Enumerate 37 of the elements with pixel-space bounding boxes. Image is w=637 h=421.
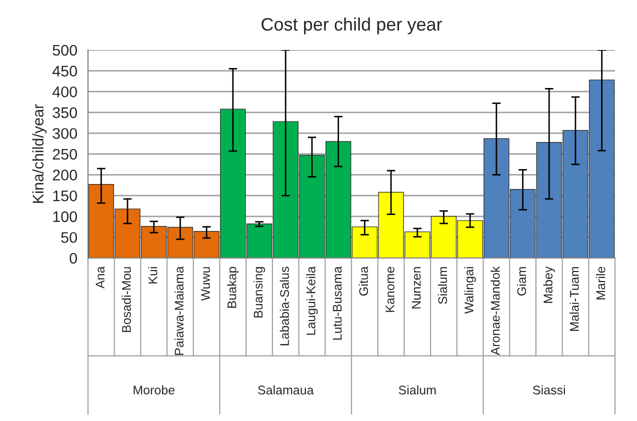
x-tick-label: Ana (96, 266, 105, 289)
x-tick-label: Mabey (543, 266, 555, 303)
y-tick-label: 200 (52, 170, 77, 180)
x-tick-label: Nunzen (412, 267, 421, 308)
y-tick-label: 500 (52, 44, 77, 56)
text: Sialum (398, 385, 436, 394)
x-tick-label: Marile (596, 266, 606, 300)
x-tick-label: Laugui-Keila (306, 266, 318, 335)
x-tick-label: Gitua (358, 266, 368, 296)
x-tick-label: Paiawa-Maiama (174, 266, 184, 355)
x-tick-label: Bosadi-Mou (122, 267, 131, 332)
chart-title: Cost per child per year (262, 17, 442, 34)
y-axis-title: Kina/child/year (32, 104, 47, 203)
y-tick-label: 150 (53, 190, 77, 202)
x-tick-label: Walingai (464, 267, 476, 314)
x-tick-label: Kanome (386, 266, 394, 312)
x-tick-label: Wuwu (201, 267, 210, 301)
text: Morobe (134, 385, 175, 394)
y-tick-label: 350 (52, 107, 77, 118)
text: Salamaua (258, 385, 314, 394)
text: Siassi (533, 385, 565, 394)
x-tick-label: Lutu-Busama (332, 266, 342, 340)
x-tick-label: Kui (148, 267, 158, 284)
x-tick-label: Sialum (438, 267, 448, 304)
x-tick-label: Buansing (253, 267, 266, 318)
x-tick-label: Giam (516, 267, 526, 296)
y-tick-label: 400 (52, 86, 77, 98)
y-tick-label: 0 (70, 252, 77, 264)
x-tick-label: Malai-Tuam (570, 267, 579, 331)
x-tick-label: Buakap (227, 266, 239, 308)
x-tick-label: Lababia-Salus (280, 266, 289, 346)
y-tick-label: 250 (52, 148, 77, 160)
y-tick-label: 50 (61, 232, 77, 243)
y-tick-label: 100 (53, 211, 77, 222)
x-tick-label: Aronae-Mandok (490, 266, 500, 356)
y-tick-label: 300 (52, 128, 77, 139)
y-tick-label: 450 (52, 66, 77, 76)
